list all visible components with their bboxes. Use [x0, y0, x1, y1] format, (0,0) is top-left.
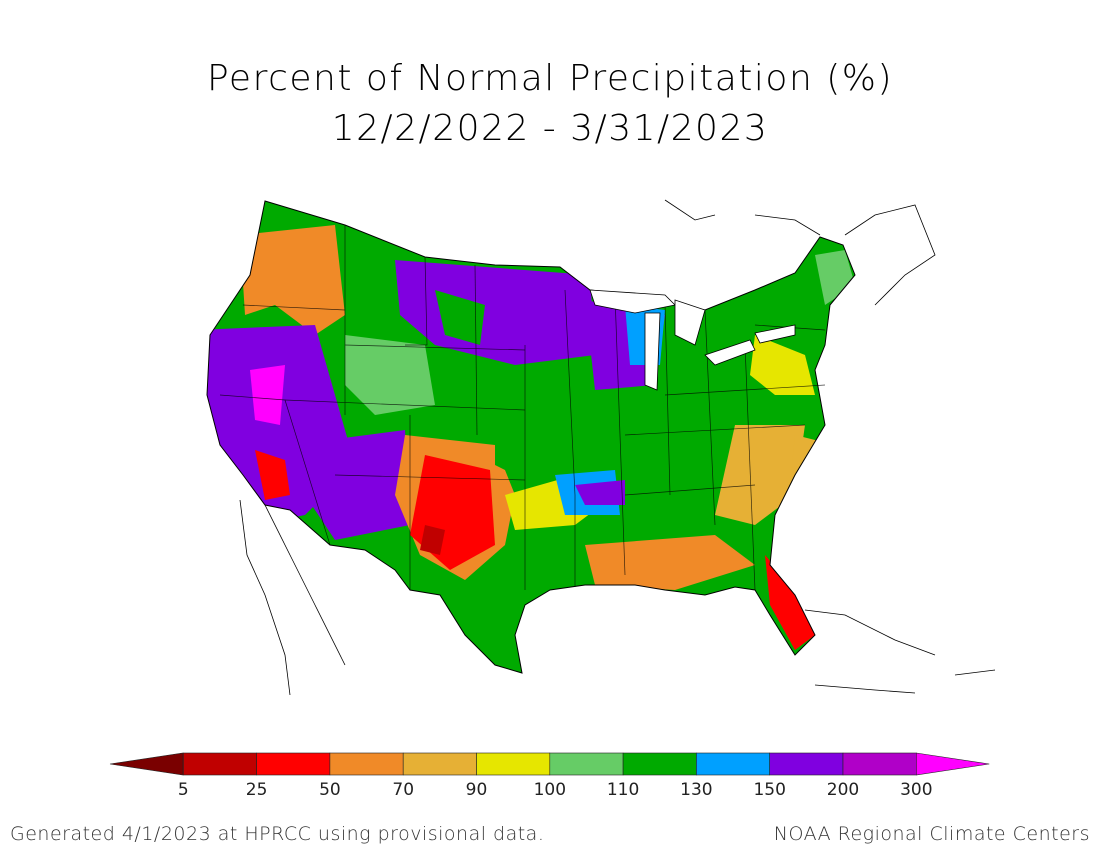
- map-date-range: 12/2/2022 - 3/31/2023: [331, 108, 769, 149]
- precipitation-field: [207, 201, 855, 673]
- legend-tick-label: 150: [753, 780, 785, 800]
- legend-tick-label: 110: [607, 780, 639, 800]
- legend-tick-label: 50: [319, 780, 341, 800]
- legend-tick-label: 130: [680, 780, 712, 800]
- field-florida-low: [765, 555, 815, 650]
- field-tennessee-high: [575, 480, 625, 505]
- legend-swatch: [329, 752, 404, 776]
- field-pnw-below: [240, 225, 345, 335]
- field-sierra-max: [250, 365, 285, 425]
- precipitation-map: [206, 199, 995, 696]
- state-boundaries: [219, 225, 826, 591]
- source-credit: NOAA Regional Climate Centers: [773, 823, 1090, 845]
- legend-swatch: [915, 752, 990, 776]
- legend-swatch: [476, 752, 551, 776]
- field-mid-atlantic-near: [750, 335, 815, 395]
- legend-tick-label: 25: [246, 780, 268, 800]
- legend-tick-label: 300: [900, 780, 932, 800]
- legend-swatch: [769, 752, 844, 776]
- field-ozarks-wet: [495, 430, 625, 480]
- field-carolinas-dry: [790, 435, 835, 495]
- legend-tick-label: 5: [178, 780, 189, 800]
- legend-tick-label: 200: [827, 780, 859, 800]
- legend-tick-label: 100: [534, 780, 566, 800]
- legend-swatch: [256, 752, 331, 776]
- legend-swatch: [109, 752, 184, 776]
- great-lakes: [589, 289, 796, 391]
- field-gulf-coast-dry: [585, 535, 755, 590]
- color-legend: 5 25 50 70 90 100 110 130 150 200 300: [109, 752, 990, 800]
- field-socal-low: [255, 450, 290, 500]
- legend-swatch: [622, 752, 697, 776]
- legend-swatch: [183, 752, 257, 776]
- legend-swatch: [842, 752, 917, 776]
- field-rockies-near: [345, 335, 435, 415]
- legend-swatch: [696, 752, 771, 776]
- neighboring-coastlines: [239, 199, 995, 696]
- legend-tick-label: 70: [392, 780, 414, 800]
- field-north-plains-high: [395, 260, 595, 365]
- legend-swatch: [549, 752, 624, 776]
- generated-note: Generated 4/1/2023 at HPRCC using provis…: [10, 823, 545, 845]
- field-dakotas-mix: [435, 290, 485, 345]
- legend-swatch: [402, 752, 477, 776]
- field-texas-extreme: [420, 525, 445, 555]
- map-title: Percent of Normal Precipitation (%): [207, 58, 893, 99]
- legend-tick-label: 90: [466, 780, 488, 800]
